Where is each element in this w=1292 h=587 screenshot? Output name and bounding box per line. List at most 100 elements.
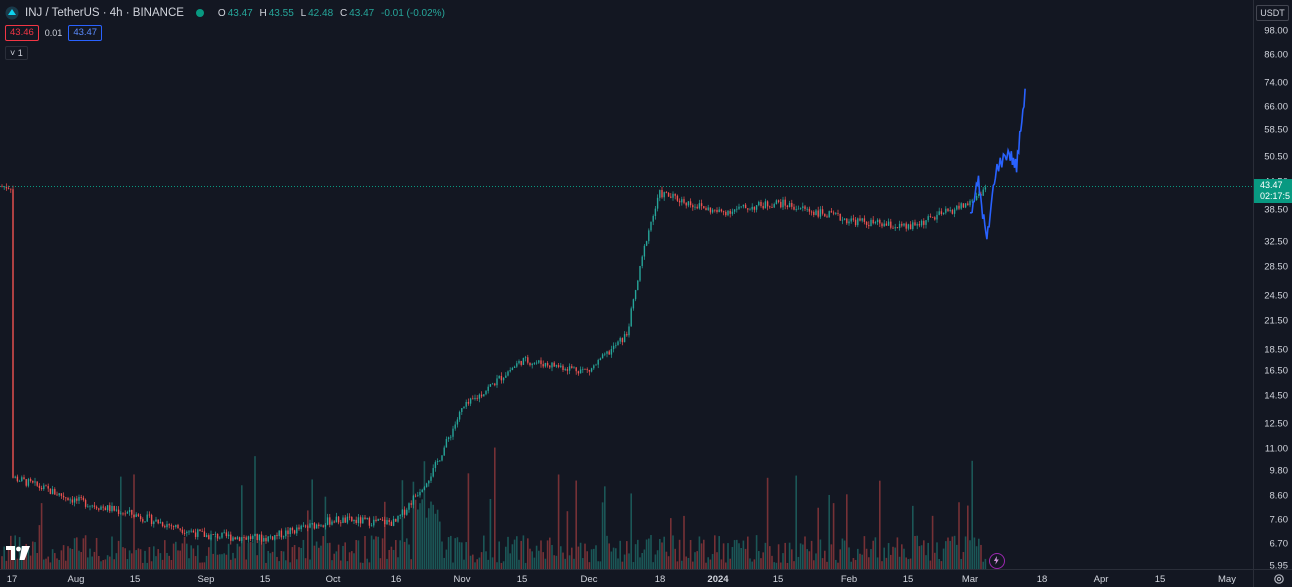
volume-bar [221, 554, 223, 569]
candle-body [967, 203, 969, 206]
candle-body [949, 210, 951, 211]
candle-body [113, 505, 115, 511]
volume-bar [817, 507, 819, 569]
gear-icon[interactable] [1273, 573, 1285, 585]
currency-selector[interactable]: USDT [1256, 5, 1289, 21]
candle-body [190, 530, 192, 532]
volume-bar [544, 558, 547, 569]
candle-body [661, 190, 663, 198]
sell-price-button[interactable]: 43.46 [5, 25, 39, 41]
indicators-toggle-button[interactable]: ˅ 1 [5, 46, 28, 60]
candle-body [238, 537, 241, 541]
volume-bar [736, 539, 738, 569]
volume-bar [170, 560, 173, 569]
volume-bar [522, 535, 525, 569]
candle-body [14, 476, 16, 478]
volume-bar [533, 557, 536, 569]
volume-bar [45, 558, 47, 569]
time-axis[interactable]: 17 Aug 15 Sep 15 Oct 16 Nov 15 Dec 18 2024 15 Feb 15 Ma… [0, 569, 1253, 587]
candle-body [410, 503, 412, 505]
volume-bar [439, 521, 441, 569]
volume-bar [157, 549, 159, 569]
volume-bar [109, 556, 111, 569]
candle-body [164, 526, 166, 528]
volume-bar [65, 560, 67, 569]
candle-body [535, 362, 538, 364]
buy-price-button[interactable]: 43.47 [68, 25, 103, 41]
volume-bar [172, 543, 175, 569]
volume-bar [381, 538, 384, 569]
volume-bar [124, 548, 126, 569]
volume-bar [168, 555, 170, 569]
volume-bar [5, 560, 8, 569]
volume-bar [102, 560, 104, 569]
candle-body [205, 535, 208, 537]
tradingview-logo-icon[interactable] [6, 546, 30, 560]
candle-body [320, 525, 322, 527]
price-axis[interactable]: USDT 98.0086.0074.0066.0058.5050.5044.50… [1253, 0, 1292, 572]
volume-bar [700, 543, 703, 569]
volume-bar [29, 555, 32, 569]
volume-bar [7, 547, 10, 569]
candle-body [903, 223, 905, 226]
volume-bar [619, 540, 621, 569]
volume-bar [478, 557, 481, 569]
volume-bar [392, 549, 395, 569]
volume-bar [575, 480, 577, 569]
volume-bar [896, 537, 899, 569]
candle-body [456, 419, 459, 425]
volume-bar [599, 561, 602, 569]
volume-bar [469, 555, 472, 569]
candle-body [703, 206, 705, 209]
candle-body [192, 530, 195, 533]
candle-body [419, 491, 421, 496]
volume-bar [326, 543, 329, 569]
volume-bar [73, 538, 76, 569]
volume-bar [291, 547, 294, 569]
symbol-title[interactable]: INJ / TetherUS · 4h · BINANCE [25, 7, 184, 19]
candle-body [599, 358, 602, 361]
volume-bar [14, 535, 16, 569]
volume-bar [535, 545, 538, 569]
volume-bar [967, 505, 969, 569]
volume-bar [560, 546, 562, 569]
price-chart[interactable] [0, 0, 1253, 569]
volume-bar [232, 552, 234, 569]
volume-bar [764, 542, 767, 569]
candle-body [685, 202, 687, 206]
candle-body [256, 533, 258, 541]
volume-bar [296, 559, 298, 569]
volume-bar [678, 539, 681, 569]
candle-body [98, 508, 100, 510]
flash-icon[interactable] [989, 553, 1005, 569]
candle-body [502, 377, 505, 381]
candle-body [890, 221, 892, 228]
candle-body [720, 209, 723, 212]
candle-body [711, 209, 714, 213]
volume-bar [863, 536, 866, 569]
time-tick-label: 2024 [707, 574, 729, 585]
candle-body [43, 485, 45, 490]
volume-bar [749, 558, 751, 569]
volume-bar [384, 501, 386, 569]
candle-body [615, 345, 617, 347]
time-tick-label: 18 [654, 574, 666, 585]
volume-bar [463, 559, 465, 569]
volume-bar [351, 551, 353, 569]
volume-bar [434, 513, 437, 569]
volume-bar [832, 503, 835, 569]
time-tick-label: 15 [902, 574, 914, 585]
candle-body [962, 203, 965, 208]
volume-bar [1, 556, 3, 569]
volume-bar [417, 509, 419, 569]
candle-body [593, 365, 595, 369]
chart-area[interactable]: INJ / TetherUS · 4h · BINANCE O 43.47 H 43… [0, 0, 1253, 569]
candle-body [905, 223, 907, 229]
volume-bar [854, 559, 857, 569]
volume-bar [773, 562, 775, 569]
candle-body [861, 218, 863, 221]
candle-body [821, 209, 824, 214]
candle-body [894, 227, 896, 229]
candle-body [742, 204, 745, 207]
candle-body [722, 211, 725, 213]
